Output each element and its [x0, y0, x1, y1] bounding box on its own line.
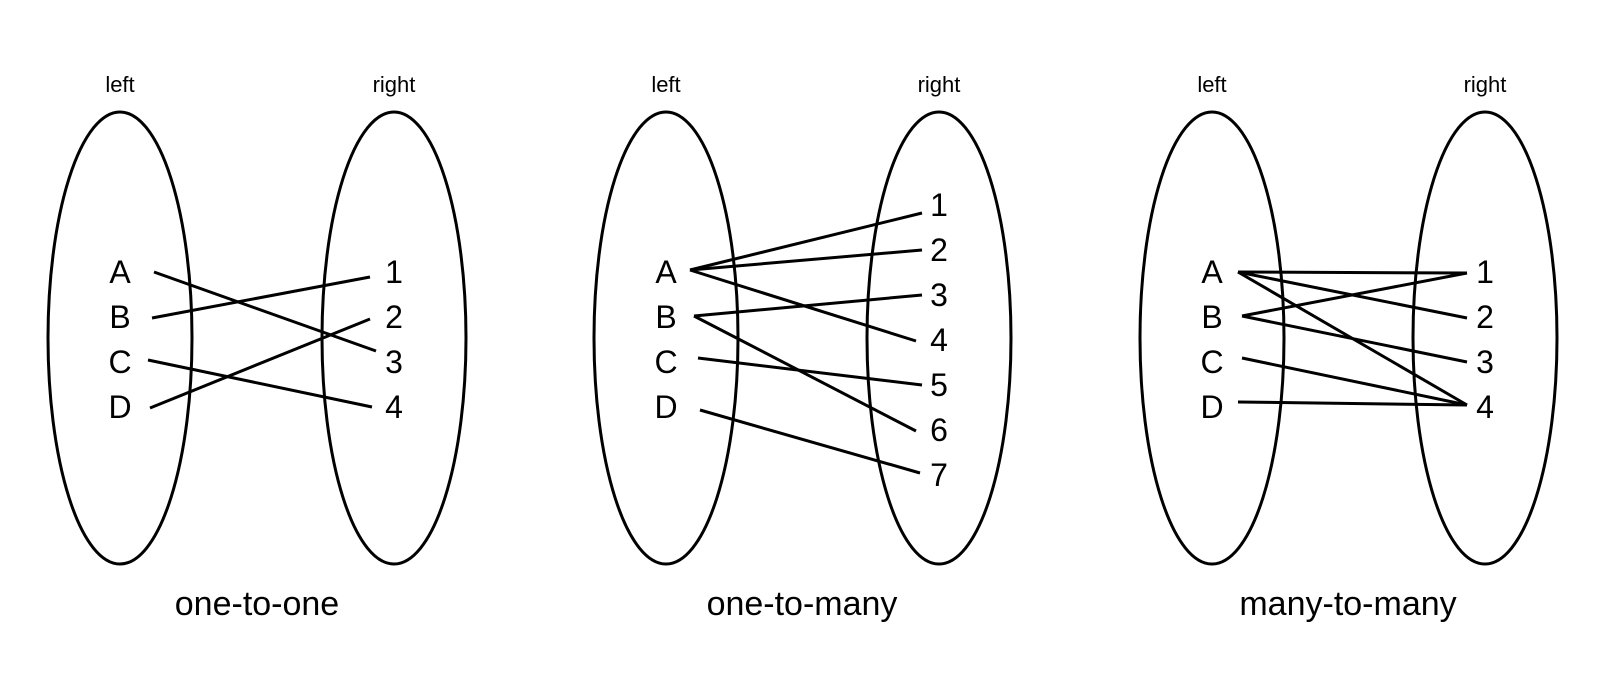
edge-C-4 [1241, 356, 1468, 407]
left-item-d: D [108, 389, 131, 425]
right-item-3: 3 [385, 344, 403, 380]
left-item-c: C [108, 344, 131, 380]
left-item-c: C [654, 344, 677, 380]
left-item-b: B [1201, 299, 1222, 335]
right-set-ellipse [865, 110, 1013, 566]
right-item-7: 7 [930, 457, 948, 493]
right-set-label: right [373, 72, 416, 97]
right-item-3: 3 [930, 277, 948, 313]
left-item-b: B [655, 299, 676, 335]
edge-D-2 [149, 317, 371, 410]
panel-one-to-many: left right A B C D 1 2 3 4 5 6 7 [592, 72, 1013, 623]
left-item-a: A [1201, 254, 1223, 290]
edge-B-6 [693, 314, 917, 433]
right-item-4: 4 [1476, 389, 1494, 425]
edge-A-1 [1237, 270, 1468, 275]
left-set-ellipse [46, 110, 194, 566]
edge-B-3 [693, 293, 923, 318]
right-item-3: 3 [1476, 344, 1494, 380]
edges [1237, 270, 1468, 407]
caption: one-to-many [707, 585, 898, 623]
right-set-label: right [1464, 72, 1507, 97]
edge-A-1 [689, 211, 923, 272]
left-set-ellipse [592, 110, 740, 566]
right-item-1: 1 [1476, 254, 1494, 290]
right-item-4: 4 [930, 322, 948, 358]
right-item-1: 1 [930, 187, 948, 223]
left-item-d: D [654, 389, 677, 425]
left-item-d: D [1200, 389, 1223, 425]
caption: many-to-many [1239, 585, 1456, 623]
left-item-a: A [109, 254, 131, 290]
right-set-label: right [918, 72, 961, 97]
edge-B-1 [1241, 271, 1468, 318]
edge-B-1 [151, 275, 371, 320]
left-set-label: left [1197, 72, 1226, 97]
right-item-2: 2 [930, 232, 948, 268]
edge-A-3 [153, 270, 377, 353]
right-item-4: 4 [385, 389, 403, 425]
panel-many-to-many: left right A B C D 1 2 3 4 many-to-many [1138, 72, 1559, 623]
right-item-2: 2 [385, 299, 403, 335]
left-set-label: left [651, 72, 680, 97]
edges [689, 211, 923, 475]
edge-D-4 [1237, 400, 1468, 407]
left-set-label: left [105, 72, 134, 97]
edge-B-3 [1241, 314, 1468, 364]
edge-C-4 [147, 358, 373, 409]
left-item-b: B [109, 299, 130, 335]
panel-one-to-one: left right A B C D 1 2 3 4 one-to-one [46, 72, 468, 623]
right-set-ellipse [1411, 110, 1559, 566]
caption: one-to-one [175, 585, 339, 623]
edge-D-7 [699, 408, 921, 475]
left-set-ellipse [1138, 110, 1286, 566]
edge-A-2 [689, 248, 923, 272]
right-item-2: 2 [1476, 299, 1494, 335]
right-item-5: 5 [930, 367, 948, 403]
right-item-6: 6 [930, 412, 948, 448]
left-item-c: C [1200, 344, 1223, 380]
left-item-a: A [655, 254, 677, 290]
right-item-1: 1 [385, 254, 403, 290]
edge-C-5 [697, 356, 923, 387]
edges [147, 270, 377, 410]
